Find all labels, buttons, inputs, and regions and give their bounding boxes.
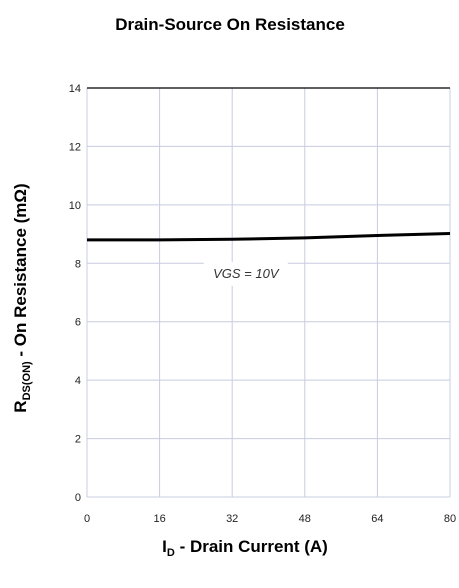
- y-tick-label: 10: [69, 200, 81, 212]
- x-tick-label: 80: [444, 513, 456, 525]
- x-axis-label: ID - Drain Current (A): [162, 537, 328, 559]
- y-tick-label: 0: [75, 492, 81, 504]
- y-tick-label: 12: [69, 141, 81, 153]
- y-axis-label-sub: DS(ON): [21, 361, 33, 400]
- y-tick-labels: 0 2 4 6 8 10 12 14: [69, 83, 81, 504]
- y-axis-label-main: R: [11, 400, 30, 412]
- annotation-vgs: VGS = 10V: [213, 266, 280, 281]
- x-tick-label: 48: [299, 513, 311, 525]
- x-tick-label: 16: [153, 513, 165, 525]
- x-axis-label-sub: D: [167, 547, 175, 559]
- x-tick-label: 0: [84, 513, 90, 525]
- y-tick-label: 6: [75, 317, 81, 329]
- series-line: [87, 232, 451, 242]
- annotation-background: [203, 261, 288, 286]
- chart-title: Drain-Source On Resistance: [115, 15, 345, 34]
- y-tick-label: 4: [75, 375, 81, 387]
- grid: [86, 88, 451, 498]
- y-tick-label: 8: [75, 258, 81, 270]
- y-tick-label: 14: [69, 83, 81, 95]
- y-tick-label: 2: [75, 434, 81, 446]
- y-axis-label-rest: - On Resistance (mΩ): [11, 183, 30, 361]
- x-tick-labels: 0 16 32 48 64 80: [84, 513, 456, 525]
- x-axis-label-main: I: [162, 537, 167, 556]
- series-layer: [87, 232, 451, 242]
- x-axis-label-rest: - Drain Current (A): [175, 537, 328, 556]
- x-tick-label: 64: [371, 513, 383, 525]
- x-tick-label: 32: [226, 513, 238, 525]
- y-axis-label: RDS(ON) - On Resistance (mΩ): [11, 183, 33, 412]
